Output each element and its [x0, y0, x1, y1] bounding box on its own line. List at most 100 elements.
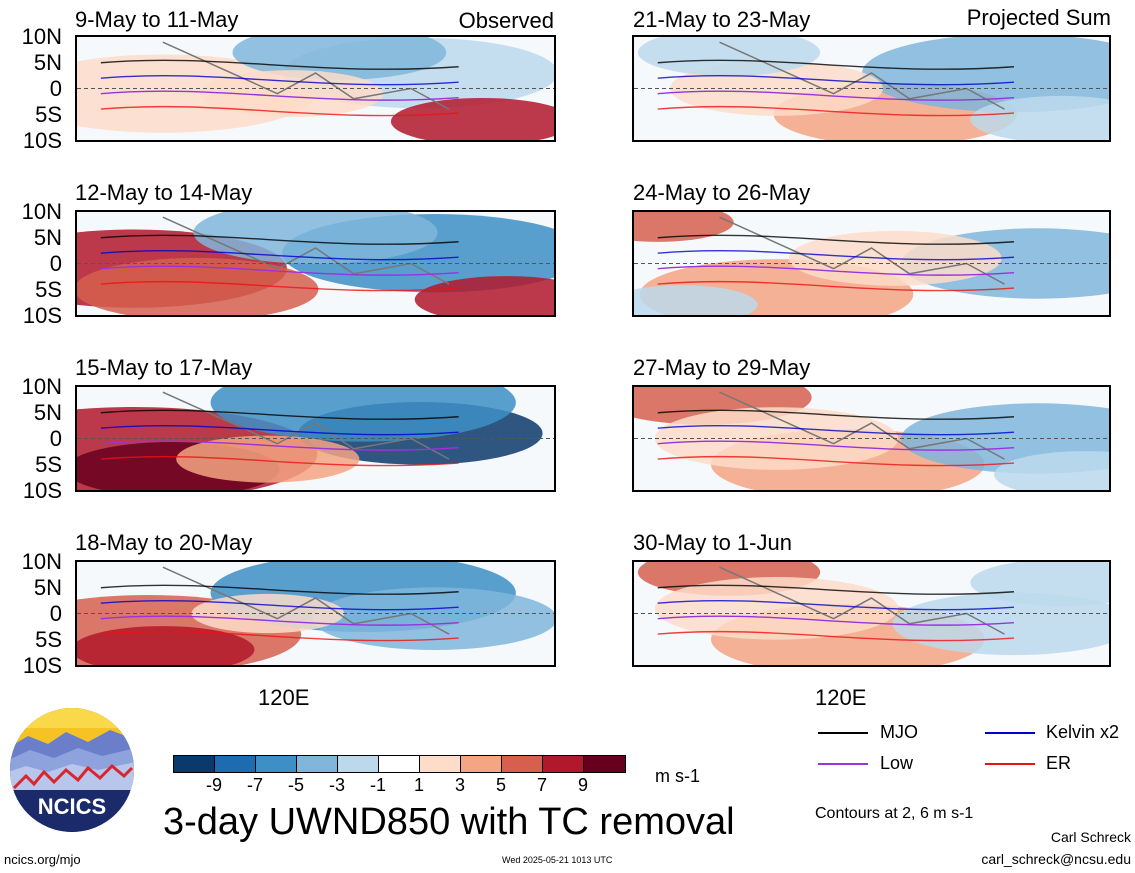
colorbar-box — [214, 755, 256, 773]
lat-5n: 5N — [33, 400, 62, 425]
lat-10n: 10N — [21, 24, 62, 49]
wind-anomaly-shading — [210, 387, 516, 442]
colorbar — [173, 755, 626, 773]
contour-line — [657, 59, 1015, 70]
colorbar-label: 5 — [495, 775, 506, 795]
contour-line — [657, 75, 1015, 86]
colorbar-box — [419, 755, 461, 773]
wind-anomaly-shading — [634, 285, 758, 315]
projected-sum-label: Projected Sum — [966, 5, 1111, 30]
wind-anomaly-shading — [862, 37, 1109, 113]
lat-10s: 10S — [22, 128, 62, 153]
wind-anomaly-shading — [176, 435, 360, 483]
contours-note: Contours at 2, 6 m s-1 — [815, 805, 974, 822]
wind-anomaly-shading — [193, 212, 438, 264]
lat-0: 0 — [49, 76, 62, 101]
colorbar-label: -5 — [287, 775, 304, 795]
colorbar-box — [173, 755, 215, 773]
legend-label-er: ER — [1046, 753, 1072, 773]
panel-title-1: 9-May to 11-May — [75, 7, 239, 32]
footer-url: ncics.org/mjo — [4, 852, 81, 867]
lat-10n: 10N — [21, 374, 62, 399]
coastline — [162, 391, 450, 460]
footer-email: carl_schreck@ncsu.edu — [981, 851, 1131, 867]
colorbar-label: -9 — [205, 775, 222, 795]
coastline — [162, 216, 450, 285]
colorbar-label: 9 — [577, 775, 588, 795]
colorbar-box — [501, 755, 543, 773]
panel-title-3: 15-May to 17-May — [75, 355, 253, 380]
wind-anomaly-shading — [970, 95, 1109, 140]
footer-author: Carl Schreck — [1050, 829, 1131, 845]
panel-title-6: 24-May to 26-May — [633, 180, 811, 205]
colorbar-labels: -9 -7 -5 -3 -1 1 3 5 7 9 — [173, 776, 633, 796]
wind-anomaly-shading — [654, 577, 899, 640]
contour-line — [657, 409, 1015, 420]
coastline — [162, 566, 450, 635]
contour-line — [100, 455, 459, 467]
lat-5s: 5S — [35, 452, 62, 477]
colorbar-box — [378, 755, 420, 773]
map-panel-8 — [632, 560, 1111, 667]
contour-line — [100, 250, 459, 261]
lat-10n: 10N — [21, 199, 62, 224]
colorbar-box — [337, 755, 379, 773]
colorbar-box — [583, 755, 626, 773]
map-panel-3 — [75, 385, 556, 492]
lat-10n: 10N — [21, 549, 62, 574]
lat-5s: 5S — [35, 627, 62, 652]
legend-label-kelvin: Kelvin x2 — [1046, 722, 1120, 742]
contour-line — [100, 105, 459, 117]
contour-line — [100, 90, 459, 101]
contour-line — [100, 265, 459, 276]
contour-line — [100, 75, 459, 86]
legend-line-low — [818, 763, 868, 765]
map-panel-7 — [632, 385, 1111, 492]
contour-line — [100, 280, 459, 292]
lat-10s: 10S — [22, 653, 62, 678]
colorbar-unit: m s-1 — [655, 766, 700, 786]
panel-title-4: 18-May to 20-May — [75, 530, 253, 555]
lat-0: 0 — [49, 601, 62, 626]
panel-title-5: 21-May to 23-May — [633, 7, 811, 32]
contour-line — [657, 250, 1015, 261]
colorbar-box — [542, 755, 584, 773]
wind-anomaly-shading — [994, 451, 1109, 490]
colorbar-label: -1 — [369, 775, 386, 795]
logo-text: NCICS — [38, 794, 106, 819]
colorbar-box — [460, 755, 502, 773]
map-panel-5 — [632, 35, 1111, 142]
contour-line — [100, 440, 459, 451]
map-panel-6 — [632, 210, 1111, 317]
contour-line — [657, 280, 1015, 292]
wind-anomaly-shading — [637, 37, 821, 76]
colorbar-label: -3 — [328, 775, 345, 795]
contour-line — [100, 584, 459, 595]
wind-anomaly-shading — [970, 562, 1109, 607]
colorbar-label: -7 — [246, 775, 263, 795]
legend-line-kelvin — [985, 732, 1035, 734]
legend-label-low: Low — [880, 753, 914, 773]
lat-5n: 5N — [33, 50, 62, 75]
wind-anomaly-shading — [390, 97, 554, 140]
lat-5s: 5S — [35, 102, 62, 127]
footer-timestamp: Wed 2025-05-21 1013 UTC — [502, 855, 613, 865]
contour-line — [100, 425, 459, 436]
wind-anomaly-shading — [312, 587, 554, 650]
contour-line — [657, 105, 1015, 117]
contour-line — [657, 615, 1015, 626]
map-panel-1 — [75, 35, 556, 142]
wind-anomaly-shading — [634, 212, 734, 242]
map-panel-4 — [75, 560, 556, 667]
contour-line — [657, 425, 1015, 436]
legend-line-er — [985, 763, 1035, 765]
legend-line-mjo — [818, 732, 868, 734]
panel-title-8: 30-May to 1-Jun — [633, 530, 792, 555]
panel-title-7: 27-May to 29-May — [633, 355, 811, 380]
lat-10s: 10S — [22, 303, 62, 328]
wind-anomaly-shading — [200, 70, 384, 118]
lat-5n: 5N — [33, 225, 62, 250]
coastline — [162, 41, 450, 110]
colorbar-label: 3 — [454, 775, 465, 795]
contour-line — [657, 584, 1015, 595]
